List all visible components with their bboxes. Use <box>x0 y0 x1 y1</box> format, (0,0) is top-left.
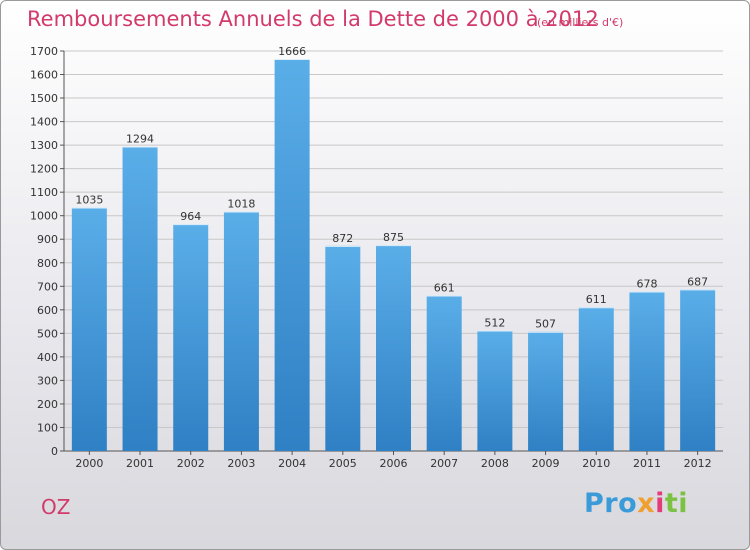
y-tick-label: 800 <box>37 257 58 270</box>
bar <box>578 307 614 451</box>
y-tick-label: 600 <box>37 304 58 317</box>
bar <box>376 245 411 451</box>
x-tick-label: 2010 <box>582 457 610 470</box>
x-tick-label: 2012 <box>684 457 712 470</box>
x-tick-label: 2001 <box>126 457 154 470</box>
data-label: 687 <box>687 275 708 288</box>
data-label: 1035 <box>75 193 103 206</box>
y-tick-label: 500 <box>37 327 58 340</box>
y-tick-label: 900 <box>37 233 58 246</box>
data-label: 507 <box>535 318 556 331</box>
chart-title: Remboursements Annuels de la Dette de 20… <box>27 7 599 31</box>
y-tick-label: 1200 <box>30 163 58 176</box>
labels: 0 100 200 300 400 500 600 700 800 900 1000 1100 1200… <box>30 45 712 470</box>
data-label: 1018 <box>227 197 255 210</box>
data-label: 964 <box>180 210 201 223</box>
y-tick-label: 700 <box>37 280 58 293</box>
bar <box>71 207 107 451</box>
bar <box>325 245 361 451</box>
x-tick-label: 2005 <box>329 457 357 470</box>
y-tick-label: 1300 <box>30 139 58 152</box>
bar <box>223 211 259 451</box>
y-tick-label: 400 <box>37 351 58 364</box>
x-tick-label: 2002 <box>177 457 205 470</box>
bar <box>629 291 665 451</box>
x-tick-label: 2003 <box>227 457 255 470</box>
bar <box>274 59 310 451</box>
commune-name: OZ <box>41 495 71 519</box>
x-tick-label: 2011 <box>633 457 661 470</box>
logo-part: Pro <box>584 488 638 519</box>
y-tick-label: 0 <box>51 445 58 458</box>
logo-part: ti <box>664 488 689 519</box>
proxiti-logo: Proxiti <box>584 488 688 519</box>
x-tick-label: 2008 <box>481 457 509 470</box>
data-label: 611 <box>586 293 607 306</box>
y-tick-label: 1100 <box>30 186 58 199</box>
data-label: 1294 <box>126 133 154 146</box>
y-tick-label: 1400 <box>30 116 58 129</box>
y-tick-label: 200 <box>37 398 58 411</box>
x-tick-label: 2007 <box>430 457 458 470</box>
y-tick-label: 100 <box>37 421 58 434</box>
y-tick-label: 1700 <box>30 45 58 58</box>
y-tick-label: 1000 <box>30 210 58 223</box>
x-tick-label: 2006 <box>380 457 408 470</box>
logo-part: x <box>637 488 656 519</box>
data-label: 661 <box>434 281 455 294</box>
x-tick-label: 2000 <box>75 457 103 470</box>
x-tick-label: 2004 <box>278 457 306 470</box>
y-tick-label: 1600 <box>30 69 58 82</box>
bar <box>528 331 564 451</box>
logo-part: i <box>655 488 665 519</box>
bar <box>680 289 716 451</box>
bar <box>122 146 158 451</box>
chart-subtitle: (en milliers d'€) <box>537 16 624 29</box>
data-label: 875 <box>383 231 404 244</box>
data-label: 678 <box>636 277 657 290</box>
y-tick-label: 300 <box>37 374 58 387</box>
x-tick-label: 2009 <box>532 457 560 470</box>
data-label: 512 <box>484 317 505 330</box>
data-label: 872 <box>332 232 353 245</box>
bar <box>173 224 209 451</box>
y-tick-label: 1500 <box>30 92 58 105</box>
bars <box>71 59 716 451</box>
data-label: 1666 <box>278 45 306 58</box>
bar <box>426 295 462 451</box>
bar <box>477 330 513 451</box>
